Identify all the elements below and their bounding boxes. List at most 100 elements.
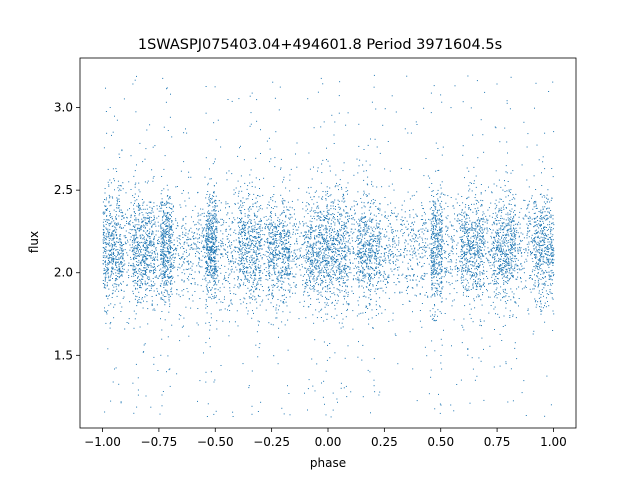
data-point [141,297,143,298]
data-point [345,385,347,387]
data-point [499,141,501,143]
data-point [323,229,325,231]
data-point [329,228,331,230]
data-point [168,233,170,235]
data-point [214,274,216,276]
data-point [360,217,362,219]
data-point [381,186,383,188]
data-point [200,219,202,221]
data-point [172,206,174,208]
data-point [376,257,378,259]
data-point [508,250,510,252]
data-point [376,260,378,262]
data-point [167,274,169,276]
data-point [179,239,181,241]
data-point [141,278,143,280]
data-point [105,220,107,222]
data-point [434,207,436,209]
data-point [366,230,368,232]
data-point [139,248,140,250]
data-point [351,290,353,292]
data-point [250,297,252,299]
data-point [432,238,434,240]
data-point [507,234,509,236]
data-point [358,313,360,315]
data-point [177,253,179,255]
data-point [319,257,321,259]
data-point [484,285,485,287]
data-point [247,214,249,216]
data-point [511,275,513,277]
data-point [367,201,369,203]
data-point [459,220,461,222]
data-point [312,227,313,229]
data-point [276,243,278,244]
data-point [146,204,148,206]
data-point [184,273,186,275]
data-point [342,250,343,252]
data-point [212,163,214,165]
data-point [547,241,549,243]
data-point [356,221,357,223]
data-point [425,222,427,224]
data-point [436,246,438,248]
data-point [160,223,162,225]
data-point [212,233,214,235]
data-point [374,391,376,393]
data-point [436,239,438,241]
data-point [181,326,183,328]
data-point [538,297,540,299]
data-point [256,242,258,244]
data-point [370,251,372,253]
data-point [209,220,211,222]
data-point [532,288,534,290]
data-point [320,126,322,128]
data-point [434,243,436,245]
data-point [149,243,151,245]
data-point [464,233,466,234]
data-point [501,222,503,224]
data-point [242,257,243,259]
data-point [345,289,347,291]
data-point [269,236,271,238]
data-point [440,255,441,257]
data-point [326,204,328,206]
data-point [539,217,541,219]
data-point [504,226,506,227]
data-point [135,217,137,219]
data-point [277,254,279,256]
data-point [244,245,246,246]
data-point [466,280,468,282]
data-point [184,258,186,259]
data-point [331,258,333,259]
data-point [130,202,132,204]
data-point [366,256,368,258]
data-point [400,223,402,225]
data-point [119,225,121,227]
data-point [449,266,451,268]
data-point [513,197,515,199]
data-point [423,175,425,177]
data-point [332,259,333,261]
data-point [164,250,166,252]
data-point [473,275,475,277]
data-point [274,249,276,251]
data-point [421,252,423,254]
data-point [144,296,146,298]
data-point [233,271,235,273]
data-point [318,273,320,275]
data-point [286,242,288,244]
data-point [139,262,141,264]
data-point [288,255,290,257]
data-point [226,238,228,240]
data-point [138,268,140,270]
data-point [165,284,167,286]
data-point [550,404,552,406]
data-point [495,235,497,237]
data-point [439,291,441,292]
data-point [358,218,360,220]
data-point [150,240,152,242]
data-point [475,194,477,196]
data-point [348,247,350,249]
data-point [165,265,167,267]
